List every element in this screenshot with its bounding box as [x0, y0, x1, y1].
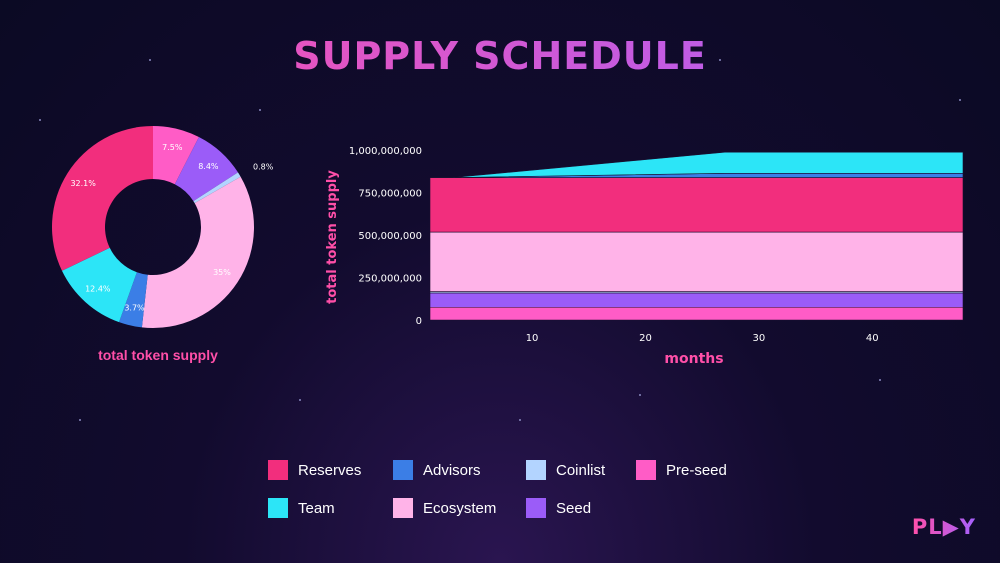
area-series-reserves [429, 177, 964, 233]
legend-label: Ecosystem [423, 499, 497, 517]
donut-slice-reserves [52, 126, 153, 271]
donut-label-coinlist: 0.8% [253, 162, 274, 171]
x-tick-label: 20 [639, 333, 652, 344]
donut-slice-team [61, 247, 137, 323]
legend-swatch [393, 460, 413, 480]
y-tick-label: 500,000,000 [358, 231, 422, 242]
legend-swatch [393, 498, 413, 518]
donut-slice-advisors [119, 272, 148, 328]
legend-item-coinlist: Coinlist [526, 460, 605, 480]
y-tick-label: 250,000,000 [358, 274, 422, 285]
y-tick-label: 1,000,000,000 [349, 146, 422, 157]
legend: Reserves Advisors Coinlist Pre-seed Team Ecos… [268, 458, 768, 528]
area-series-pre-seed [429, 306, 964, 321]
legend-item-pre-seed: Pre-seed [636, 460, 727, 480]
donut-slice-ecosystem [141, 176, 254, 328]
legend-swatch [526, 498, 546, 518]
legend-item-ecosystem: Ecosystem [393, 498, 496, 518]
donut-slice-seed [174, 137, 238, 202]
area-chart: 0 250,000,000 500,000,000 750,000,000 1,000,… [325, 146, 964, 367]
legend-item-reserves: Reserves [268, 460, 361, 480]
donut-slice-coinlist [193, 172, 241, 204]
donut-slice-pre-seed [153, 126, 199, 185]
area-series-ecosystem [429, 231, 964, 292]
page-title: SUPPLY SCHEDULE [0, 34, 1000, 78]
legend-item-team: Team [268, 498, 335, 518]
y-tick-label: 750,000,000 [358, 189, 422, 200]
donut-label-team: 12.4% [85, 284, 111, 293]
area-series-seed [429, 292, 964, 308]
legend-swatch [526, 460, 546, 480]
legend-label: Coinlist [556, 461, 606, 479]
play-logo: PL▶Y [911, 515, 976, 539]
donut-label-pre-seed: 7.5% [162, 143, 183, 152]
area-series-team [430, 151, 964, 178]
legend-label: Pre-seed [666, 461, 727, 479]
y-tick-label: 0 [416, 316, 422, 327]
legend-label: Reserves [298, 461, 362, 479]
legend-item-advisors: Advisors [393, 460, 481, 480]
x-tick-label: 40 [866, 333, 879, 344]
donut-label-reserves: 32.1% [70, 179, 96, 188]
legend-swatch [636, 460, 656, 480]
area-xlabel: months [664, 351, 723, 367]
legend-swatch [268, 460, 288, 480]
donut-label-ecosystem: 35% [213, 268, 231, 277]
donut-label-seed: 8.4% [198, 162, 219, 171]
donut-xlabel: total token supply [98, 347, 218, 363]
area-ylabel: total token supply [325, 170, 340, 304]
donut-label-advisors: 3.7% [124, 303, 145, 312]
x-tick-label: 10 [526, 333, 539, 344]
x-tick-label: 30 [753, 333, 766, 344]
legend-swatch [268, 498, 288, 518]
donut-chart: 7.5% 8.4% 0.8% 35% 3.7% 12.4% 32.1% [52, 126, 274, 328]
legend-label: Advisors [423, 461, 481, 479]
legend-label: Seed [556, 499, 592, 517]
legend-item-seed: Seed [526, 498, 591, 518]
legend-label: Team [298, 499, 335, 517]
